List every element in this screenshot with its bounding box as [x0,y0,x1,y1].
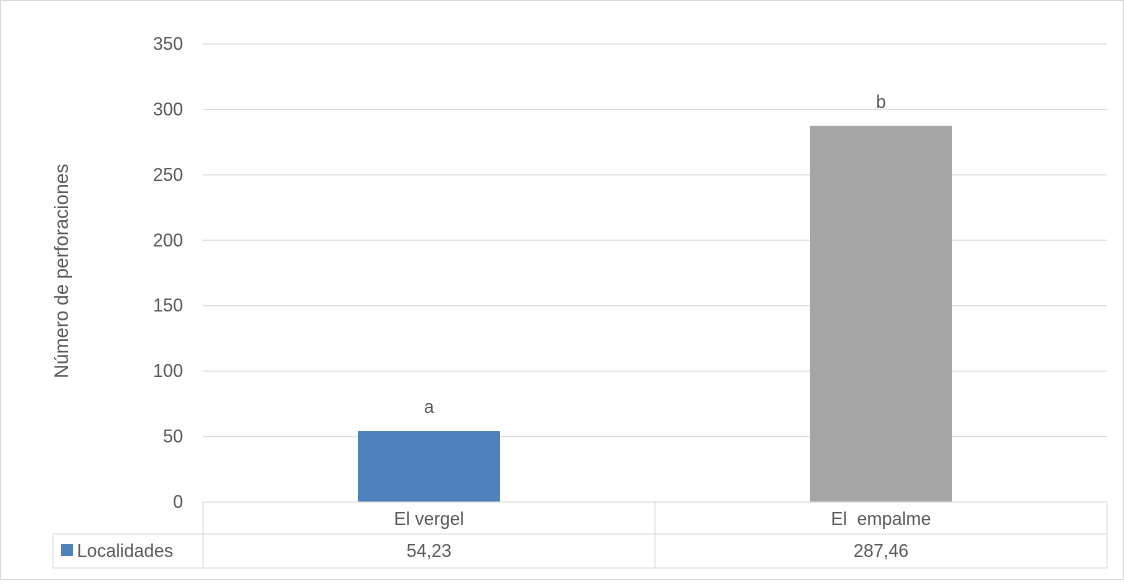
table-value-cell: 287,46 [853,541,908,561]
significance-letters: ab [424,92,886,417]
gridlines [203,43,1107,438]
bar [810,125,952,502]
y-tick-label: 50 [163,427,183,447]
x-category-label: El vergel [394,509,464,529]
legend-series-name: Localidades [77,541,173,561]
data-table: El vergel El empalme Localidades 54,23 287,4… [52,501,1108,569]
y-tick-label: 300 [153,99,183,119]
y-tick-label: 250 [153,165,183,185]
y-tick-label: 200 [153,230,183,250]
bars [358,125,952,502]
y-tick-label: 100 [153,361,183,381]
y-tick-label: 0 [173,492,183,512]
y-tick-label: 150 [153,296,183,316]
bar [358,431,500,502]
legend-swatch [61,544,73,556]
y-tick-label: 350 [153,34,183,54]
table-value-cell: 54,23 [406,541,451,561]
x-category-label: El empalme [831,509,931,529]
bar-letter-label: b [876,92,886,112]
bar-letter-label: a [424,397,435,417]
y-axis-label: Número de perforaciones [52,164,73,378]
y-axis-ticks: 0 50 100 150 200 250 300 350 [153,34,183,512]
